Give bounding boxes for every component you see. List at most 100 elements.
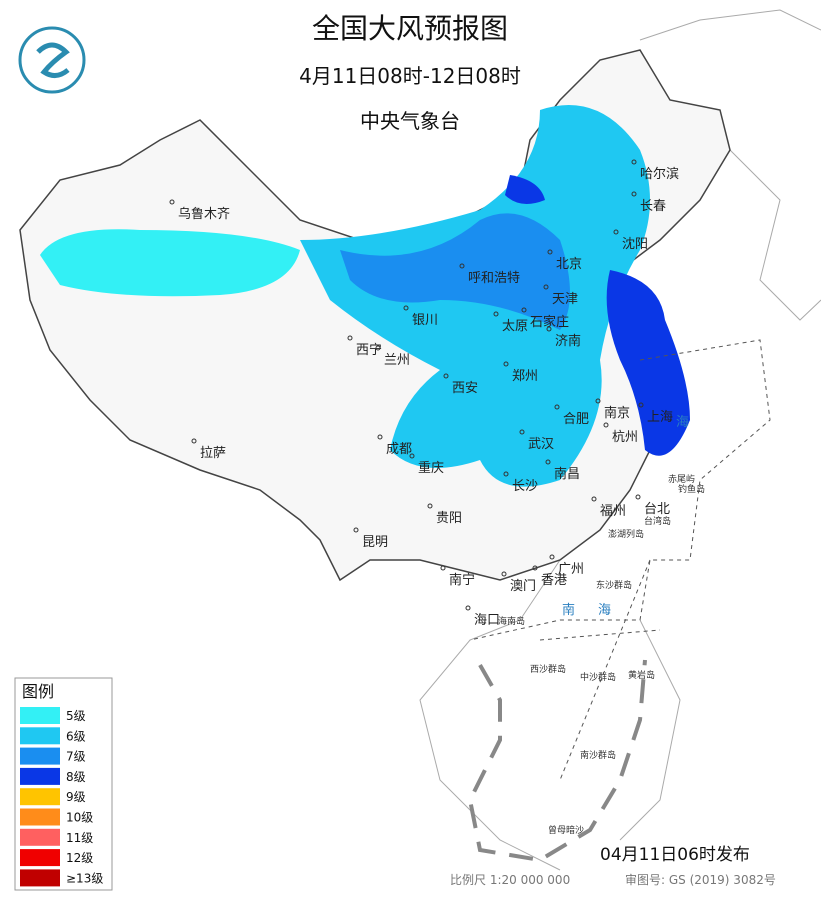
city-dot [409, 453, 415, 459]
period: 4月11日08时-12日08时 [299, 64, 521, 88]
city-label: 济南 [555, 333, 581, 349]
city-dot [353, 527, 359, 533]
legend-swatch [20, 869, 60, 887]
neighbors [419, 9, 821, 871]
city-dot [546, 326, 552, 332]
legend-label: 5级 [66, 709, 86, 723]
city-dot [554, 404, 560, 410]
place-label: 中沙群岛 [580, 671, 616, 683]
city-label: 上海 [647, 410, 673, 425]
legend-swatch [20, 849, 60, 867]
city-dot [547, 249, 553, 255]
place-label: 钓鱼岛 [678, 483, 705, 495]
release-time: 04月11日06时发布 [600, 845, 750, 865]
city-label: 石家庄 [530, 314, 569, 330]
city-label: 合肥 [563, 412, 589, 427]
wind-area-7 [340, 213, 570, 330]
city-label: 澳门 [510, 578, 536, 594]
city-dot [503, 361, 509, 367]
place-label: 南沙群岛 [580, 749, 616, 761]
wind-area-8b [505, 175, 545, 204]
city-dot [631, 159, 637, 165]
city-dot [603, 422, 609, 428]
city-label: 长沙 [512, 479, 538, 494]
legend-swatch [20, 808, 60, 826]
place-label: 台湾岛 [644, 515, 671, 527]
city-label: 海口 [474, 613, 500, 628]
city-label: 贵阳 [436, 511, 462, 526]
city-label: 银川 [412, 313, 438, 328]
city-label: 沈阳 [622, 237, 648, 252]
legend-swatch [20, 707, 60, 724]
sea-label: 海 [598, 603, 611, 618]
legend-label: 10级 [66, 811, 93, 825]
city-dot [440, 565, 446, 571]
city-label: 南宁 [449, 572, 475, 588]
city-label: 福州 [600, 504, 626, 519]
city-dot [591, 496, 597, 502]
city-label: 太原 [502, 319, 528, 334]
city-label: 南昌 [554, 466, 580, 482]
legend-label: 11级 [66, 831, 93, 845]
city-dot [595, 398, 601, 404]
city-dot [169, 199, 175, 205]
city-dot [501, 571, 507, 577]
legend-swatch [20, 727, 60, 745]
title: 全国大风预报图 [312, 12, 508, 45]
city-label: 武汉 [528, 437, 554, 452]
city-label: 拉萨 [200, 446, 226, 461]
city-label: 天津 [552, 292, 578, 307]
place-label: 赤尾屿 [668, 474, 695, 485]
place-label: 曾母暗沙 [548, 824, 584, 836]
city-dot [493, 311, 499, 317]
city-label: 广州 [558, 562, 584, 577]
legend-label: 9级 [66, 790, 86, 804]
city-dot [377, 434, 383, 440]
city-dot [635, 494, 641, 500]
legend-swatch [20, 788, 60, 806]
city-label: 杭州 [612, 430, 638, 445]
city-label: 昆明 [362, 535, 388, 550]
legend-label: 12级 [66, 851, 93, 865]
place-label: 黄岩岛 [628, 669, 655, 681]
city-label: 郑州 [512, 369, 538, 384]
city-dot [459, 263, 465, 269]
legend-label: 7级 [66, 750, 86, 764]
city-dot [521, 307, 527, 313]
legend-label: 8级 [66, 770, 86, 784]
wind-area-8 [606, 270, 690, 456]
city-label: 兰州 [384, 353, 410, 368]
city-label: 长春 [640, 199, 666, 214]
city-label: 西安 [452, 381, 478, 396]
city-label: 乌鲁木齐 [178, 206, 230, 222]
issuer: 中央气象台 [360, 109, 460, 133]
scale: 比例尺 1:20 000 000 [450, 873, 570, 887]
legend: 图例 5级 6级 7级 8级 9级 10级 11级 12级 ≥13级 [14, 677, 113, 891]
city-dot [638, 402, 644, 408]
sea-boundaries [469, 339, 771, 781]
city-label: 台北 [644, 502, 670, 517]
sea-label: 南 [562, 602, 575, 618]
city-dot [631, 191, 637, 197]
legend-swatch [20, 747, 60, 765]
city-label: 香港 [541, 573, 567, 588]
place-label: 澎湖列岛 [608, 528, 644, 540]
city-dot [347, 335, 353, 341]
city-dot [532, 565, 538, 571]
city-dot [427, 503, 433, 509]
city-dot [191, 438, 197, 444]
city-label: 呼和浩特 [468, 271, 520, 286]
city-dot [443, 373, 449, 379]
city-label: 南京 [604, 405, 630, 421]
legend-swatch [20, 767, 60, 785]
city-label: 北京 [556, 257, 582, 272]
city-dot [465, 605, 471, 611]
city-label: 西宁 [356, 342, 382, 358]
city-dot [375, 345, 381, 351]
city-dot [549, 554, 555, 560]
city-dot [519, 429, 525, 435]
legend-title: 图例 [22, 682, 54, 701]
nine-dash-line [467, 659, 647, 863]
city-dot [503, 471, 509, 477]
